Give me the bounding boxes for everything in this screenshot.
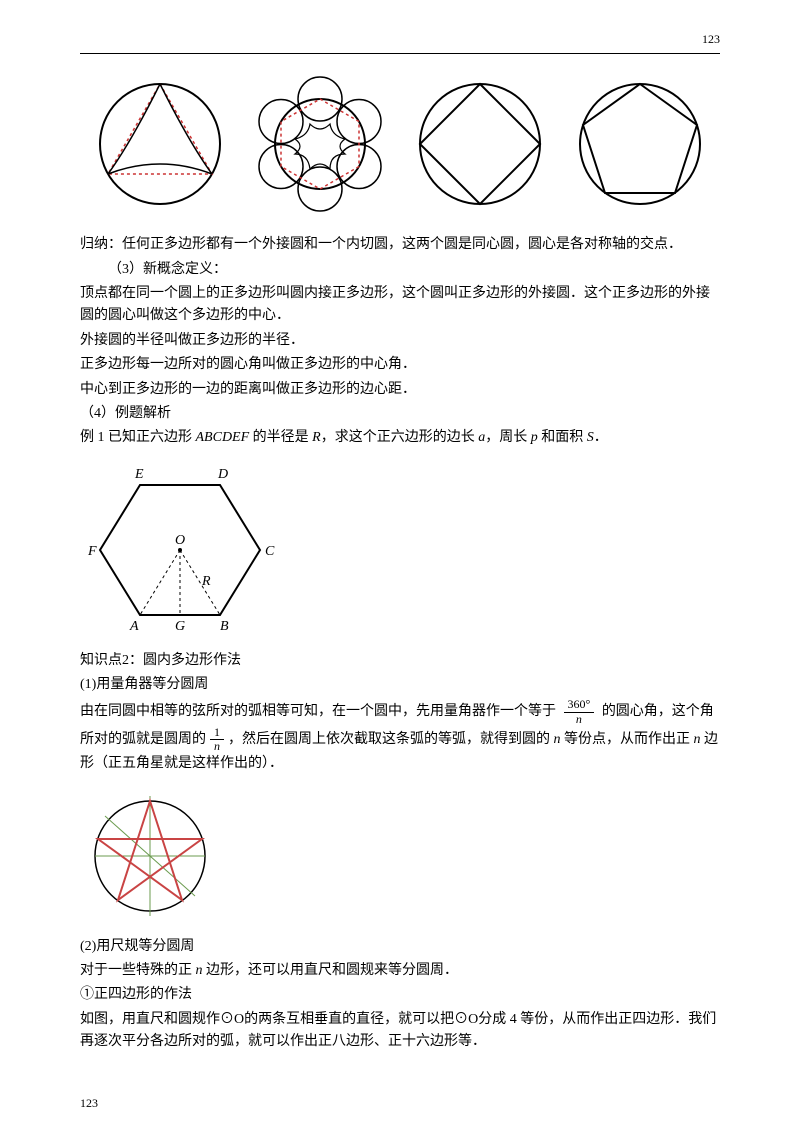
star-figure: [80, 786, 220, 926]
ex1-abcdef: ABCDEF: [196, 430, 250, 445]
k2-p1-part4: 等份点，从而作出正: [561, 732, 694, 747]
hex-label-R: R: [201, 574, 211, 589]
frac2-num: 1: [210, 726, 224, 740]
knowledge2-p1: 由在同圆中相等的弦所对的弧相等可知，在一个圆中，先用量角器作一个等于 360°n…: [80, 698, 720, 775]
hex-label-E: E: [134, 467, 144, 482]
hex-label-F: F: [87, 544, 97, 559]
ex1-p: p: [531, 430, 538, 445]
top-figures-row: [80, 74, 720, 214]
k2-p2-n: n: [196, 963, 203, 978]
hex-label-O: O: [175, 533, 185, 548]
section3-p1: 顶点都在同一个圆上的正多边形叫圆内接正多边形，这个圆叫正多边形的外接圆．这个正多…: [80, 283, 720, 328]
summary-text: 任何正多边形都有一个外接圆和一个内切圆，这两个圆是同心圆，圆心是各对称轴的交点．: [122, 237, 682, 252]
hex-label-G: G: [175, 619, 185, 634]
hex-label-A: A: [129, 619, 139, 634]
summary-paragraph: 归纳：任何正多边形都有一个外接圆和一个内切圆，这两个圆是同心圆，圆心是各对称轴的…: [80, 234, 720, 256]
main-content: 归纳：任何正多边形都有一个外接圆和一个内切圆，这两个圆是同心圆，圆心是各对称轴的…: [80, 234, 720, 1053]
hex-label-C: C: [265, 544, 275, 559]
k2-p2-part2: 边形，还可以用直尺和圆规来等分圆周．: [203, 963, 459, 978]
ex1-mid3: ，周长: [485, 430, 531, 445]
hex-label-B: B: [220, 619, 229, 634]
page-number-top: 123: [702, 32, 720, 46]
ex1-S: S: [587, 430, 594, 445]
section3-p2: 外接圆的半径叫做正多边形的半径．: [80, 330, 720, 352]
summary-label: 归纳：: [80, 237, 122, 252]
section3-p4: 中心到正多边形的一边的距离叫做正多边形的边心距．: [80, 379, 720, 401]
frac1-num: 360°: [564, 698, 595, 712]
section3-p3: 正多边形每一边所对的圆心角叫做正多边形的中心角．: [80, 354, 720, 376]
k2-p1-n2: n: [694, 732, 701, 747]
page-footer: 123: [80, 1094, 720, 1113]
figure-flower-hexagon: [250, 74, 390, 214]
knowledge2-p3: ①正四边形的作法: [80, 984, 720, 1006]
page-header: 123: [80, 30, 720, 54]
ex1-end: ．: [594, 430, 608, 445]
fraction-360-n: 360°n: [564, 698, 595, 725]
knowledge2-p2: 对于一些特殊的正 n 边形，还可以用直尺和圆规来等分圆周．: [80, 960, 720, 982]
figure-circle-pentagon: [570, 74, 710, 214]
ex1-R: R: [312, 430, 321, 445]
fraction-1-n: 1n: [210, 726, 224, 753]
knowledge2-sub2: (2)用尺规等分圆周: [80, 936, 720, 958]
frac2-den: n: [210, 740, 224, 753]
knowledge2-sub1: (1)用量角器等分圆周: [80, 674, 720, 696]
page-number-bottom: 123: [80, 1096, 98, 1110]
k2-p1-n: n: [554, 732, 561, 747]
knowledge2-title: 知识点2：圆内多边形作法: [80, 650, 720, 672]
k2-p2-part1: 对于一些特殊的正: [80, 963, 196, 978]
section4-title: （4）例题解析: [80, 403, 720, 425]
example1: 例 1 已知正六边形 ABCDEF 的半径是 R，求这个正六边形的边长 a，周长…: [80, 427, 720, 449]
ex1-mid4: 和面积: [538, 430, 587, 445]
k2-p1-part3: ，然后在圆周上依次截取这条弧的等弧，就得到圆的: [228, 732, 554, 747]
frac1-den: n: [564, 713, 595, 726]
figure-circle-square: [410, 74, 550, 214]
knowledge2-p4: 如图，用直尺和圆规作⊙O的两条互相垂直的直径，就可以把⊙O分成 4 等份，从而作…: [80, 1009, 720, 1054]
k2-p1-part1: 由在同圆中相等的弦所对的弧相等可知，在一个圆中，先用量角器作一个等于: [80, 704, 560, 719]
ex1-mid1: 的半径是: [249, 430, 312, 445]
hex-label-D: D: [217, 467, 228, 482]
figure-circle-triangle: [90, 74, 230, 214]
hexagon-figure: E D F C A B O G R: [80, 460, 280, 640]
section3-title: （3）新概念定义：: [80, 259, 720, 281]
ex1-mid2: ，求这个正六边形的边长: [321, 430, 479, 445]
ex1-prefix: 例 1 已知正六边形: [80, 430, 196, 445]
